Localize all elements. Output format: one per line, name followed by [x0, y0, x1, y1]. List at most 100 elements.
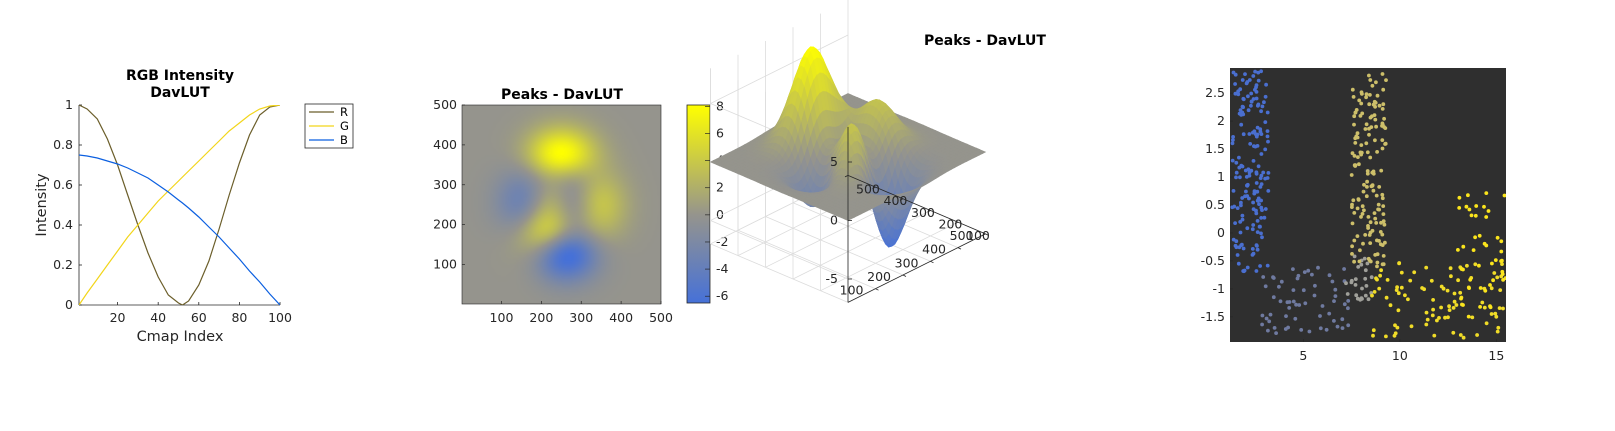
scatter-point: [1332, 299, 1336, 303]
scatter-point: [1380, 72, 1385, 76]
scatter-point: [1372, 211, 1377, 216]
scatter-point: [1241, 97, 1246, 102]
chart2-ytick-label: 100: [433, 257, 457, 272]
scatter-point: [1259, 198, 1263, 203]
scatter-point: [1459, 296, 1463, 301]
chart3-xtick-label: 300: [911, 205, 935, 220]
scatter-point: [1383, 240, 1387, 245]
scatter-point: [1362, 256, 1367, 261]
scatter-point: [1253, 87, 1257, 92]
chart1-ytick-label: 0.4: [53, 217, 73, 232]
scatter-point: [1313, 283, 1317, 288]
scatter-point: [1261, 275, 1266, 279]
scatter-point: [1318, 326, 1323, 331]
scatter-point: [1493, 258, 1498, 262]
scatter-point: [1399, 270, 1404, 275]
chart4-ytick-label: 2.5: [1205, 85, 1225, 100]
scatter-point: [1371, 328, 1376, 333]
wall-grid-line: [710, 34, 849, 104]
chart1-legend: RGB: [304, 103, 354, 149]
chart2-ytick-label: 200: [433, 217, 457, 232]
scatter-point: [1260, 235, 1264, 240]
chart2-xtick-label: 500: [649, 310, 673, 325]
scatter-point: [1254, 243, 1259, 248]
chart1-ytick-label: 0: [65, 297, 73, 312]
scatter-point: [1355, 131, 1360, 136]
scatter-point: [1351, 95, 1356, 99]
scatter-point: [1353, 110, 1358, 115]
chart3-ytick-mark: [902, 274, 907, 277]
scatter-point: [1254, 96, 1259, 101]
scatter-point: [1235, 206, 1240, 211]
scatter-point: [1367, 132, 1371, 137]
scatter-point: [1452, 299, 1457, 304]
scatter-point: [1381, 212, 1386, 217]
chart4-xtick-label: 5: [1299, 348, 1307, 363]
scatter-point: [1493, 311, 1498, 316]
chart3-xtick-mark: [899, 198, 904, 201]
scatter-point: [1233, 221, 1237, 226]
scatter-point: [1239, 113, 1244, 117]
scatter-point: [1255, 247, 1260, 252]
chart3-ztick-label: 0: [830, 213, 838, 228]
scatter-point: [1475, 333, 1479, 337]
scatter-point: [1312, 293, 1317, 298]
scatter-point: [1431, 307, 1435, 312]
scatter-point: [1240, 217, 1245, 222]
scatter-point: [1245, 226, 1250, 231]
scatter-point: [1468, 277, 1473, 282]
scatter-point: [1396, 291, 1401, 296]
scatter-point: [1255, 230, 1260, 235]
scatter-point: [1259, 69, 1263, 74]
scatter-point: [1291, 288, 1296, 292]
scatter-point: [1251, 207, 1256, 212]
scatter-point: [1376, 202, 1381, 207]
scatter-point: [1231, 135, 1235, 139]
floor-grid-line: [710, 243, 849, 303]
chart1-ytick-label: 1: [65, 97, 73, 112]
scatter-point: [1499, 249, 1504, 254]
scatter-point: [1240, 213, 1245, 218]
chart3-ytick-label: 500: [950, 228, 974, 243]
scatter-point: [1232, 204, 1237, 209]
scatter-point: [1261, 170, 1266, 175]
chart3-xtick-mark: [872, 186, 876, 189]
chart4-ytick-label: 1: [1217, 169, 1225, 184]
scatter-point: [1364, 92, 1369, 96]
scatter-point: [1448, 266, 1453, 271]
series-line-r: [79, 105, 280, 305]
chart4-xtick-label: 10: [1392, 348, 1408, 363]
scatter-point: [1366, 297, 1371, 302]
scatter-point: [1461, 303, 1465, 307]
scatter-point: [1356, 198, 1361, 202]
scatter-point: [1301, 288, 1306, 293]
scatter-point: [1330, 279, 1335, 284]
chart2-title: Peaks - DavLUT: [501, 87, 623, 103]
scatter-point: [1242, 269, 1246, 274]
scatter-point: [1458, 333, 1463, 337]
scatter-point: [1284, 314, 1288, 318]
scatter-point: [1255, 132, 1260, 137]
scatter-point: [1355, 234, 1360, 239]
scatter-point: [1241, 132, 1246, 137]
scatter-point: [1461, 244, 1466, 249]
scatter-point: [1380, 107, 1385, 111]
scatter-point: [1251, 223, 1256, 227]
scatter-point: [1372, 290, 1377, 294]
scatter-point: [1365, 171, 1370, 176]
scatter-point: [1306, 268, 1311, 273]
scatter-point: [1297, 303, 1302, 307]
scatter-point: [1233, 91, 1238, 96]
scatter-point: [1495, 275, 1500, 280]
scatter-point: [1373, 138, 1377, 143]
scatter-point: [1375, 260, 1380, 265]
scatter-point: [1446, 315, 1450, 320]
scatter-point: [1435, 318, 1439, 323]
chart4-ytick-label: 0.5: [1205, 197, 1225, 212]
scatter-point: [1247, 132, 1252, 136]
scatter-point: [1477, 263, 1481, 268]
scatter-point: [1247, 78, 1252, 82]
chart1-xtick-label: 60: [191, 310, 207, 325]
scatter-point: [1425, 317, 1430, 322]
scatter-point: [1457, 206, 1462, 210]
